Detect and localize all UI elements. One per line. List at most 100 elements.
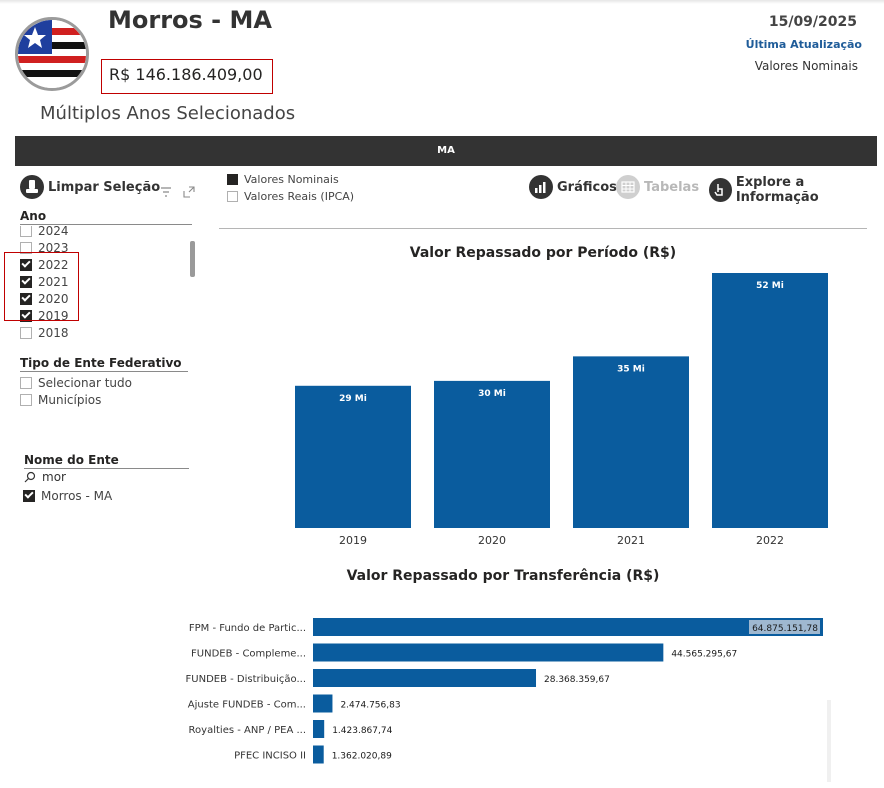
page-title: Morros - MA [108, 6, 272, 34]
year-option-label: 2024 [38, 226, 69, 238]
transfer-chart-title: Valor Repassado por Transferência (R$) [346, 568, 660, 584]
value-mode-label: Valores Reais (IPCA) [244, 190, 355, 203]
transfer-bar-label-bg [749, 620, 820, 634]
state-flag-icon [15, 17, 89, 91]
entity-search[interactable]: mor [24, 470, 66, 484]
year-option[interactable]: 2022 [20, 256, 180, 273]
selected-years-highlight [4, 252, 79, 321]
value-mode-option[interactable]: Valores Nominais [227, 171, 354, 188]
period-bar [573, 356, 689, 528]
checkbox[interactable] [20, 241, 32, 254]
checkbox[interactable] [20, 393, 32, 406]
bar-chart-icon [529, 175, 553, 199]
tables-label: Tabelas [644, 179, 700, 195]
entity-type-option[interactable]: Municípios [20, 391, 132, 408]
tables-button[interactable]: Tabelas [616, 175, 699, 199]
entity-type-option[interactable]: Selecionar tudo [20, 374, 132, 391]
year-option[interactable]: 2018 [20, 324, 180, 340]
explore-label: Explore a Informação [735, 175, 819, 205]
checkbox[interactable] [20, 275, 32, 288]
radio-square[interactable] [227, 174, 238, 185]
transfer-bar-chart: FPM - Fundo de Partic... 64.875.151,78 FUN… [186, 618, 823, 764]
period-bar-data-label: 30 Mi [478, 389, 506, 399]
checkbox[interactable] [20, 376, 32, 389]
transfer-bar [313, 618, 823, 636]
transfer-category-label: FUNDEB - Distribuição... [186, 674, 306, 685]
transfer-bar-data-label: 1.362.020,89 [332, 752, 392, 762]
transfer-bar [313, 745, 324, 764]
entity-type-slicer-title: Tipo de Ente Federativo [20, 356, 188, 372]
checkbox[interactable] [20, 309, 32, 322]
entity-name-option-label: Morros - MA [41, 488, 113, 503]
value-mode-label: Valores Nominais [244, 173, 339, 186]
checkbox[interactable] [23, 489, 35, 502]
entity-name-slicer-title: Nome do Ente [24, 453, 189, 469]
clear-selection-button[interactable]: Limpar Seleção [20, 175, 160, 199]
charts-label: Gráficos [557, 179, 617, 195]
expand-icon[interactable] [183, 186, 195, 198]
filter-icon[interactable] [160, 186, 172, 198]
period-bar-chart: 29 Mi 2019 30 Mi 2020 35 Mi 2021 52 Mi 2022 [295, 273, 828, 547]
year-option[interactable]: 2020 [20, 290, 180, 307]
period-x-tick-label: 2021 [617, 534, 645, 547]
year-option[interactable]: 2024 [20, 226, 180, 239]
entity-search-input[interactable]: mor [42, 470, 66, 484]
year-option-label: 2020 [38, 291, 69, 306]
update-date: 15/09/2025 [768, 14, 857, 30]
transfer-category-label: Ajuste FUNDEB - Com... [188, 700, 306, 711]
transfer-category-label: Royalties - ANP / PEA ... [189, 725, 306, 736]
transfer-bar [313, 720, 325, 738]
entity-name-option[interactable]: Morros - MA [23, 487, 112, 504]
transfer-bar [313, 694, 333, 713]
entity-name-slicer-list[interactable]: Morros - MA [23, 487, 112, 504]
transfer-bar-data-label: 44.565.295,67 [671, 650, 737, 660]
transfer-bar [313, 643, 664, 662]
period-bar-data-label: 35 Mi [617, 364, 645, 374]
value-mode-options[interactable]: Valores Nominais Valores Reais (IPCA) [227, 171, 354, 205]
state-bar: MA [15, 136, 877, 166]
year-slicer-title: Ano [20, 209, 192, 225]
checkbox[interactable] [20, 226, 32, 237]
clear-selection-label: Limpar Seleção [48, 179, 161, 195]
checkbox[interactable] [20, 326, 32, 339]
year-option[interactable]: 2019 [20, 307, 180, 324]
period-x-tick-label: 2020 [478, 534, 506, 547]
year-option[interactable]: 2021 [20, 273, 180, 290]
year-option[interactable]: 2023 [20, 239, 180, 256]
transfer-chart-scrollbar[interactable] [827, 700, 831, 782]
last-update-label: Última Atualização [745, 38, 862, 51]
transfer-bar-data-label: 1.423.867,74 [332, 726, 392, 736]
period-bar [434, 380, 550, 528]
period-bar-data-label: 29 Mi [339, 394, 367, 404]
total-value: R$ 146.186.409,00 [109, 65, 263, 84]
checkbox[interactable] [20, 292, 32, 305]
entity-type-slicer-list[interactable]: Selecionar tudo Municípios [20, 374, 132, 408]
selection-label: Múltiplos Anos Selecionados [40, 103, 296, 124]
entity-type-option-label: Selecionar tudo [38, 375, 132, 390]
transfer-bar [313, 669, 537, 687]
explore-button[interactable]: Explore a Informação [709, 175, 884, 205]
entity-type-option-label: Municípios [38, 392, 102, 407]
year-option-label: 2018 [38, 325, 69, 340]
total-value-card: R$ 146.186.409,00 [101, 59, 273, 94]
top-shadow [0, 0, 884, 4]
year-scrollbar[interactable] [190, 241, 195, 277]
pointer-hand-icon [709, 178, 732, 202]
checkbox[interactable] [20, 258, 32, 271]
table-icon [616, 175, 640, 199]
period-bar [295, 385, 411, 528]
period-x-tick-label: 2022 [756, 534, 784, 547]
year-slicer-list[interactable]: 2024 2023 2022 2021 2020 2019 2018 [20, 226, 180, 340]
transfer-bar-data-label: 64.875.151,78 [752, 624, 818, 634]
transfer-bar-data-label: 2.474.756,83 [340, 701, 400, 711]
period-bar [712, 273, 828, 528]
charts-button[interactable]: Gráficos [529, 175, 617, 199]
period-x-tick-label: 2019 [339, 534, 367, 547]
chart-divider [219, 228, 867, 229]
radio-square[interactable] [227, 191, 238, 202]
transfer-category-label: PFEC INCISO II [234, 751, 306, 762]
value-mode-option[interactable]: Valores Reais (IPCA) [227, 188, 354, 205]
year-option-label: 2022 [38, 257, 69, 272]
search-icon [24, 471, 36, 483]
period-bar-data-label: 52 Mi [756, 281, 784, 291]
